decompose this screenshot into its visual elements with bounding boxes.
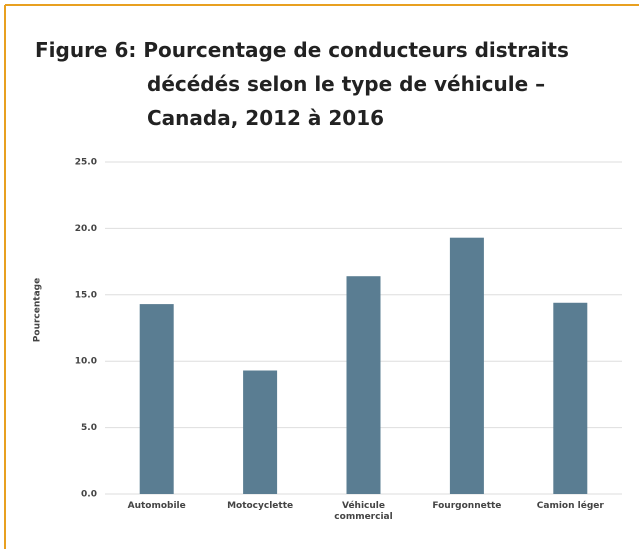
y-axis-label: Pourcentage — [33, 278, 43, 342]
chart-title: décédés selon le type de véhicule – — [147, 72, 545, 96]
y-tick-label: 0.0 — [81, 490, 97, 500]
y-tick-label: 5.0 — [81, 423, 97, 433]
bar — [346, 276, 381, 494]
y-tick-label: 25.0 — [75, 158, 97, 168]
bar — [553, 302, 588, 494]
x-tick-label: Camion léger — [536, 501, 604, 511]
x-tick-label: Motocyclette — [227, 501, 294, 511]
bar — [449, 237, 484, 495]
y-tick-label: 15.0 — [75, 290, 97, 300]
x-tick-label: Fourgonnette — [432, 501, 502, 511]
x-tick-label: Véhicule commercial — [334, 501, 393, 522]
y-tick-label: 20.0 — [75, 224, 97, 234]
chart-title: Canada, 2012 à 2016 — [147, 106, 384, 130]
bar — [243, 370, 278, 494]
x-tick-label: Automobile — [127, 501, 186, 511]
y-tick-label: 10.0 — [75, 357, 97, 367]
chart-title: Figure 6: Pourcentage de conducteurs dis… — [35, 38, 569, 62]
bar — [139, 304, 174, 494]
